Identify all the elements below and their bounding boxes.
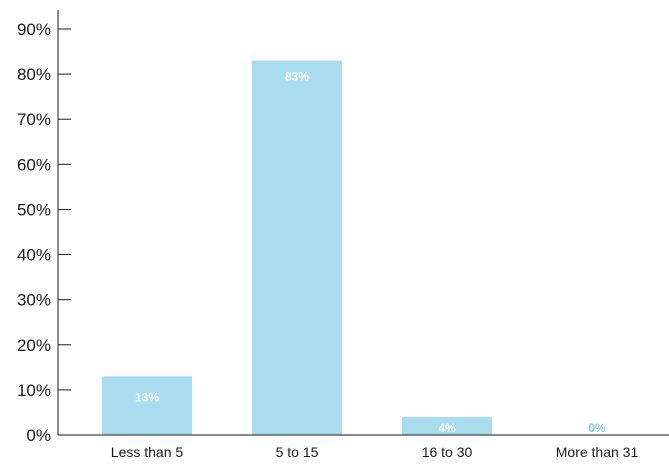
labels-layer: Less than 5 13% 5 to 15 83% 16 to 30 4% More t… — [111, 70, 639, 460]
axes-layer: 0% 10% 20% 30% 40% 50% 60% 70% 80% 90% — [17, 10, 669, 445]
bar — [252, 60, 342, 435]
data-label: 13% — [135, 390, 159, 404]
y-tick-label: 40% — [17, 246, 51, 265]
bar — [102, 376, 192, 435]
y-tick-label: 0% — [26, 426, 51, 445]
x-tick-label: Less than 5 — [111, 444, 184, 460]
y-tick-label: 70% — [17, 110, 51, 129]
y-tick-label: 30% — [17, 291, 51, 310]
data-label: 0% — [588, 421, 606, 435]
y-tick-label: 80% — [17, 65, 51, 84]
bar — [402, 416, 492, 435]
y-tick-label: 20% — [17, 336, 51, 355]
x-tick-label: More than 31 — [556, 444, 639, 460]
y-tick-label: 60% — [17, 155, 51, 174]
y-tick-label: 50% — [17, 200, 51, 219]
data-label: 83% — [285, 70, 309, 84]
data-label: 4% — [438, 421, 456, 435]
bars-layer — [102, 60, 492, 435]
y-tick-label: 90% — [17, 20, 51, 39]
x-tick-label: 5 to 15 — [276, 444, 319, 460]
x-tick-label: 16 to 30 — [422, 444, 473, 460]
y-tick-label: 10% — [17, 381, 51, 400]
